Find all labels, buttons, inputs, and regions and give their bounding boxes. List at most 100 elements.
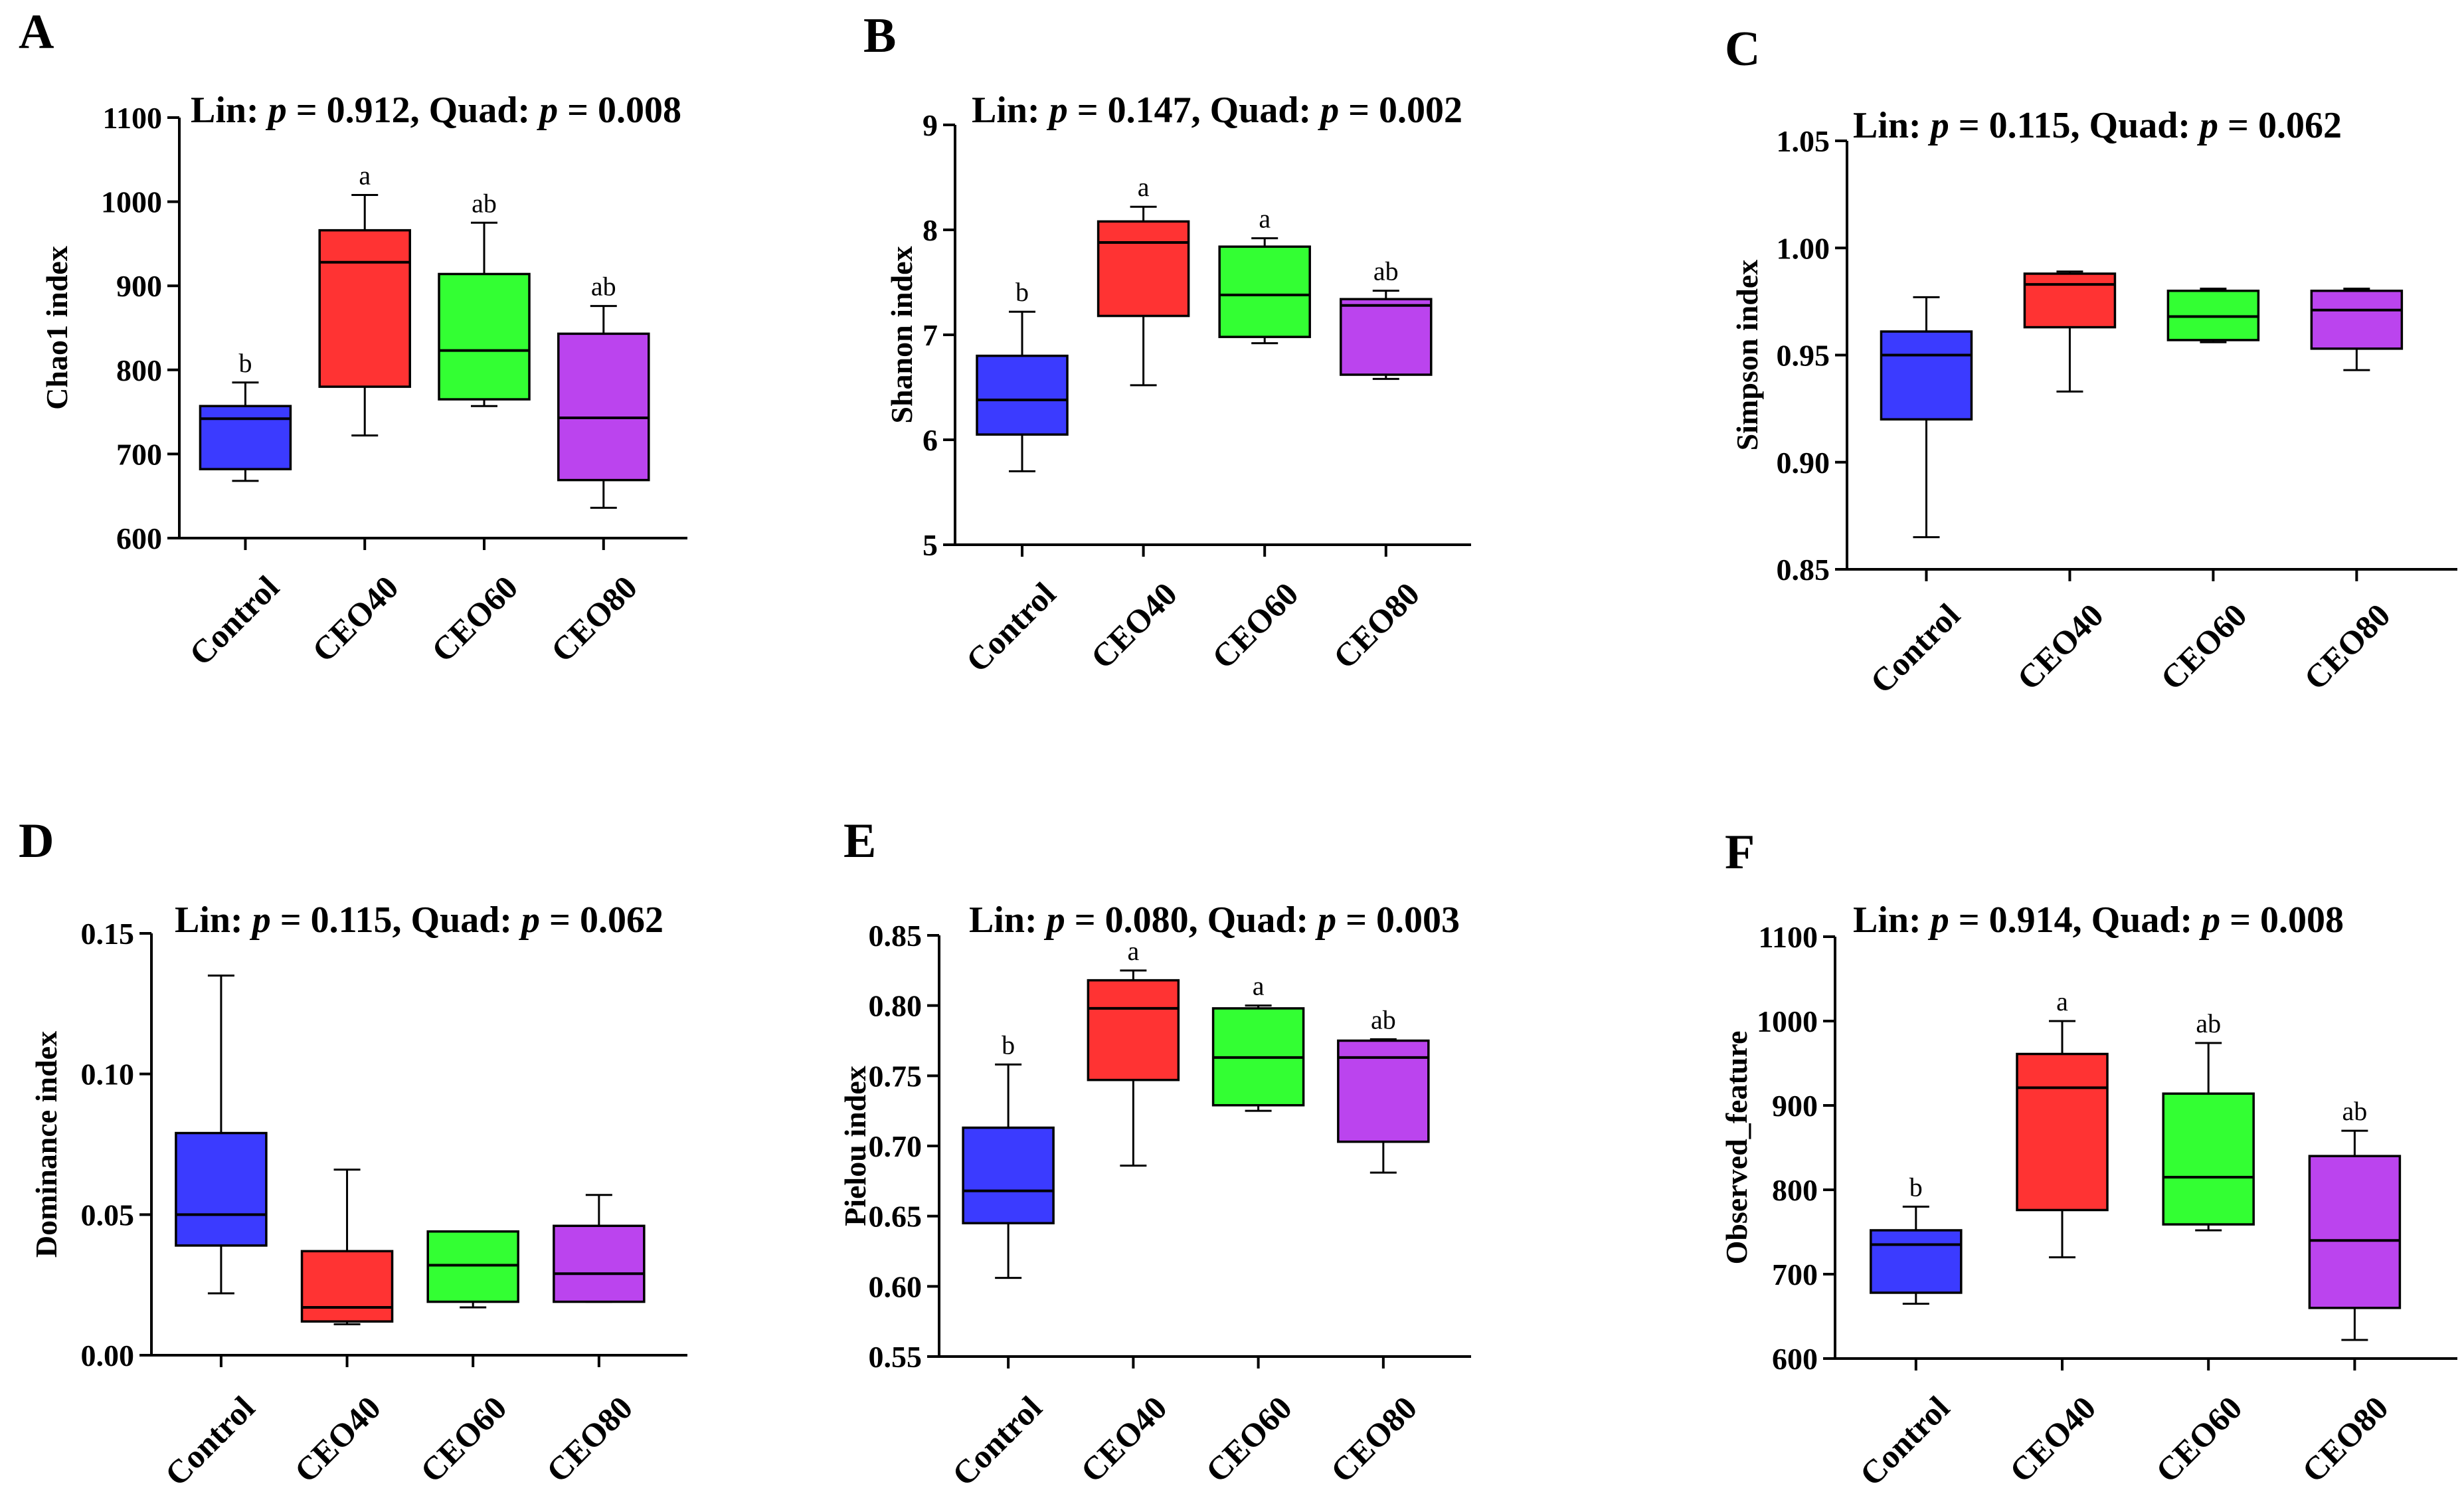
significance-label: a [2056, 987, 2068, 1016]
x-tick-label: Control [945, 1389, 1049, 1493]
significance-label: ab [591, 272, 616, 302]
panel-title: Lin: p = 0.115, Quad: p = 0.062 [175, 899, 663, 941]
y-axis-label: Dominance index [29, 1031, 63, 1258]
y-tick-label: 1000 [101, 185, 162, 219]
y-tick-label: 1.05 [1777, 124, 1830, 158]
y-tick-label: 1100 [1759, 920, 1818, 954]
title-part: = 0.115, Quad: [271, 899, 521, 941]
iqr-box [438, 272, 531, 401]
box-ceo80: CEO80 ab [1326, 256, 1433, 676]
x-tick-label: Control [958, 575, 1063, 680]
panel-d: D Lin: p = 0.115, Quad: p = 0.062 Dominanc… [19, 814, 687, 1493]
iqr-box [300, 1250, 394, 1323]
y-tick-label: 9 [923, 108, 938, 142]
significance-label: ab [472, 188, 497, 218]
significance-label: ab [2196, 1008, 2221, 1038]
box-control: Control b [1852, 1172, 1963, 1493]
y-tick-label: 0.05 [81, 1198, 135, 1232]
y-tick-label: 0.85 [869, 919, 923, 953]
title-part: = 0.008 [2220, 899, 2344, 941]
iqr-box [1097, 220, 1190, 318]
x-tick-label: Control [1852, 1389, 1957, 1493]
title-part: Lin: [972, 90, 1049, 131]
panel-letter: D [19, 814, 54, 868]
panel-letter: E [843, 814, 876, 868]
y-tick-label: 0.65 [869, 1200, 923, 1234]
x-tick-label: CEO60 [424, 569, 525, 670]
x-tick-label: CEO40 [2010, 597, 2111, 698]
title-part: Lin: [969, 899, 1047, 941]
title-part: p [1047, 90, 1068, 131]
y-axis-label: Shanon index [885, 246, 919, 423]
title-part: Lin: [175, 899, 252, 941]
x-tick-label: Control [1863, 597, 1967, 701]
title-part: = 0.115, Quad: [1949, 105, 2200, 146]
title-part: p [250, 899, 271, 941]
title-part: = 0.062 [540, 899, 663, 941]
y-tick-label: 0.55 [869, 1340, 923, 1374]
x-tick-label: Control [182, 569, 286, 673]
box-ceo40: CEO40 a [305, 160, 411, 670]
iqr-box [1340, 298, 1433, 376]
iqr-box [1087, 979, 1180, 1082]
title-part: = 0.062 [2218, 105, 2342, 146]
box-ceo80: CEO80 ab [543, 272, 650, 669]
significance-label: a [1259, 204, 1271, 234]
significance-label: ab [2342, 1096, 2368, 1126]
y-tick-label: 0.10 [81, 1058, 135, 1091]
title-part: p [537, 90, 558, 131]
iqr-box [976, 354, 1069, 436]
y-tick-label: 0.00 [81, 1339, 135, 1372]
box-ceo60: CEO60 ab [424, 188, 531, 670]
panel-letter: A [19, 5, 54, 59]
iqr-box [2016, 1052, 2109, 1212]
y-tick-label: 700 [116, 437, 162, 471]
iqr-box [1337, 1039, 1430, 1143]
title-part: p [1315, 899, 1336, 941]
significance-label: b [1002, 1030, 1015, 1060]
iqr-box [1870, 1229, 1963, 1294]
x-tick-label: CEO60 [1205, 575, 1306, 676]
iqr-box [557, 332, 650, 482]
box-ceo40: CEO40 a [2002, 987, 2109, 1490]
title-part: p [1044, 899, 1065, 941]
x-tick-label: CEO80 [1323, 1389, 1424, 1490]
box-ceo80: CEO80 ab [1323, 1004, 1430, 1490]
iqr-box [2310, 290, 2404, 350]
x-tick-label: CEO80 [539, 1389, 640, 1490]
y-tick-label: 6 [923, 423, 938, 457]
title-part: p [1318, 90, 1339, 131]
box-ceo60: CEO60 a [1205, 204, 1311, 676]
x-tick-label: CEO40 [2002, 1389, 2103, 1490]
title-part: p [1928, 105, 1949, 146]
x-tick-label: Control [157, 1389, 262, 1493]
x-tick-label: CEO80 [2295, 1389, 2396, 1490]
box-ceo80: CEO80 [2297, 288, 2404, 697]
x-tick-label: CEO40 [305, 569, 406, 670]
panel-e: E Lin: p = 0.080, Quad: p = 0.003 Pielou i… [838, 814, 1471, 1493]
significance-label: a [1127, 936, 1139, 966]
y-axis-label: Observed_feature [1719, 1031, 1753, 1265]
y-tick-label: 1.00 [1777, 231, 1830, 265]
x-tick-label: CEO80 [1326, 575, 1427, 676]
title-part: = 0.008 [558, 90, 681, 131]
y-tick-label: 700 [1772, 1258, 1818, 1291]
y-tick-label: 900 [1772, 1089, 1818, 1123]
title-part: p [519, 899, 540, 941]
box-ceo40: CEO40 a [1083, 172, 1190, 676]
y-tick-label: 0.70 [869, 1129, 923, 1163]
y-tick-label: 800 [1772, 1173, 1818, 1207]
y-tick-label: 0.60 [869, 1270, 923, 1303]
iqr-box [1218, 245, 1311, 338]
box-ceo40: CEO40 [287, 1169, 394, 1489]
box-control: Control [157, 975, 268, 1493]
significance-label: ab [1373, 256, 1399, 286]
x-tick-label: CEO40 [1083, 575, 1184, 676]
iqr-box [1880, 330, 1973, 421]
iqr-box [2308, 1155, 2402, 1309]
title-part: Lin: [1853, 105, 1931, 146]
panel-title: Lin: p = 0.147, Quad: p = 0.002 [972, 90, 1462, 131]
x-tick-label: CEO60 [2153, 597, 2254, 698]
significance-label: b [238, 348, 252, 378]
y-tick-label: 0.15 [81, 917, 135, 951]
